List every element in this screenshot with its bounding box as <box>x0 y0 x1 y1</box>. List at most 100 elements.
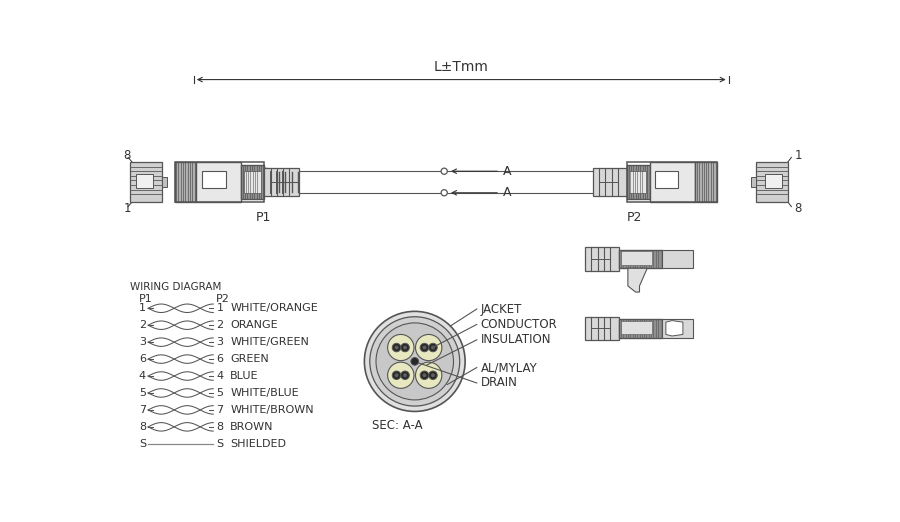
Circle shape <box>431 373 435 377</box>
Polygon shape <box>265 168 299 196</box>
Bar <box>265 168 299 196</box>
Polygon shape <box>628 268 647 292</box>
Circle shape <box>400 371 410 379</box>
Text: 5: 5 <box>139 388 146 398</box>
Bar <box>244 171 261 193</box>
Circle shape <box>416 335 442 361</box>
Circle shape <box>428 343 437 352</box>
Circle shape <box>388 362 414 388</box>
Text: 6: 6 <box>216 354 223 364</box>
Text: WHITE/BLUE: WHITE/BLUE <box>230 388 299 398</box>
Text: 8: 8 <box>123 149 130 161</box>
Circle shape <box>420 343 428 352</box>
Bar <box>162 177 166 186</box>
Bar <box>696 162 717 202</box>
Bar <box>241 165 265 199</box>
Text: 1: 1 <box>139 303 146 313</box>
Bar <box>627 162 717 202</box>
Bar <box>651 162 696 202</box>
Text: DRAIN: DRAIN <box>481 376 518 389</box>
Text: P2: P2 <box>216 294 230 304</box>
Text: 7: 7 <box>139 405 146 415</box>
Circle shape <box>441 168 447 174</box>
Circle shape <box>422 346 427 349</box>
Bar <box>655 171 679 188</box>
Bar <box>130 162 162 202</box>
Circle shape <box>403 346 407 349</box>
Circle shape <box>388 335 414 361</box>
Bar <box>585 247 619 270</box>
Circle shape <box>376 323 454 400</box>
Text: S: S <box>139 439 146 449</box>
Circle shape <box>431 346 435 349</box>
Circle shape <box>370 317 460 406</box>
Bar <box>628 171 645 193</box>
Circle shape <box>394 373 399 377</box>
Bar <box>752 177 756 186</box>
Text: 1: 1 <box>123 203 130 216</box>
Text: BLUE: BLUE <box>230 371 259 381</box>
Text: 7: 7 <box>216 405 223 415</box>
Text: JACKET: JACKET <box>481 303 522 315</box>
Bar <box>175 162 196 202</box>
Text: CONDUCTOR: CONDUCTOR <box>481 318 557 331</box>
Text: SHIELDED: SHIELDED <box>230 439 286 449</box>
Text: BROWN: BROWN <box>230 422 274 432</box>
Text: 3: 3 <box>216 337 223 347</box>
Text: A: A <box>503 165 511 177</box>
Bar <box>627 165 651 199</box>
Circle shape <box>422 373 427 377</box>
Text: 1: 1 <box>216 303 223 313</box>
Circle shape <box>400 343 410 352</box>
Circle shape <box>394 346 399 349</box>
Text: 5: 5 <box>216 388 223 398</box>
Text: INSULATION: INSULATION <box>481 334 551 346</box>
Bar <box>619 319 662 338</box>
Text: L±Tmm: L±Tmm <box>434 60 489 74</box>
Text: A: A <box>503 186 511 199</box>
Bar <box>202 171 226 188</box>
Bar <box>621 251 652 265</box>
Bar <box>619 250 662 268</box>
Text: WIRING DIAGRAM: WIRING DIAGRAM <box>130 282 220 292</box>
Circle shape <box>364 311 465 411</box>
Text: P2: P2 <box>626 211 642 224</box>
Circle shape <box>441 189 447 196</box>
Text: 4: 4 <box>139 371 146 381</box>
Polygon shape <box>666 321 683 336</box>
Text: WHITE/GREEN: WHITE/GREEN <box>230 337 310 347</box>
Text: 8: 8 <box>139 422 146 432</box>
Text: 4: 4 <box>216 371 223 381</box>
Text: 3: 3 <box>139 337 146 347</box>
Text: P1: P1 <box>256 211 271 224</box>
Text: SEC: A-A: SEC: A-A <box>372 419 423 432</box>
Bar <box>756 162 788 202</box>
Text: AL/MYLAY: AL/MYLAY <box>481 361 537 374</box>
Bar <box>593 168 627 196</box>
Bar <box>765 174 782 188</box>
Circle shape <box>392 343 400 352</box>
Text: 8: 8 <box>795 203 802 216</box>
Text: S: S <box>216 439 223 449</box>
Text: 6: 6 <box>139 354 146 364</box>
Text: WHITE/ORANGE: WHITE/ORANGE <box>230 303 318 313</box>
Bar <box>175 162 265 202</box>
Text: WHITE/BROWN: WHITE/BROWN <box>230 405 314 415</box>
Circle shape <box>428 371 437 379</box>
Bar <box>136 174 153 188</box>
Circle shape <box>416 362 442 388</box>
Text: 1: 1 <box>795 149 802 161</box>
Bar <box>662 319 693 338</box>
Bar <box>585 317 619 340</box>
Text: GREEN: GREEN <box>230 354 269 364</box>
Bar <box>662 250 693 268</box>
Bar <box>621 321 652 335</box>
Text: P1: P1 <box>139 294 153 304</box>
Circle shape <box>392 371 400 379</box>
Circle shape <box>420 371 428 379</box>
Circle shape <box>411 358 418 365</box>
Text: ORANGE: ORANGE <box>230 320 278 330</box>
Text: 2: 2 <box>216 320 223 330</box>
Bar <box>196 162 241 202</box>
Text: 8: 8 <box>216 422 223 432</box>
